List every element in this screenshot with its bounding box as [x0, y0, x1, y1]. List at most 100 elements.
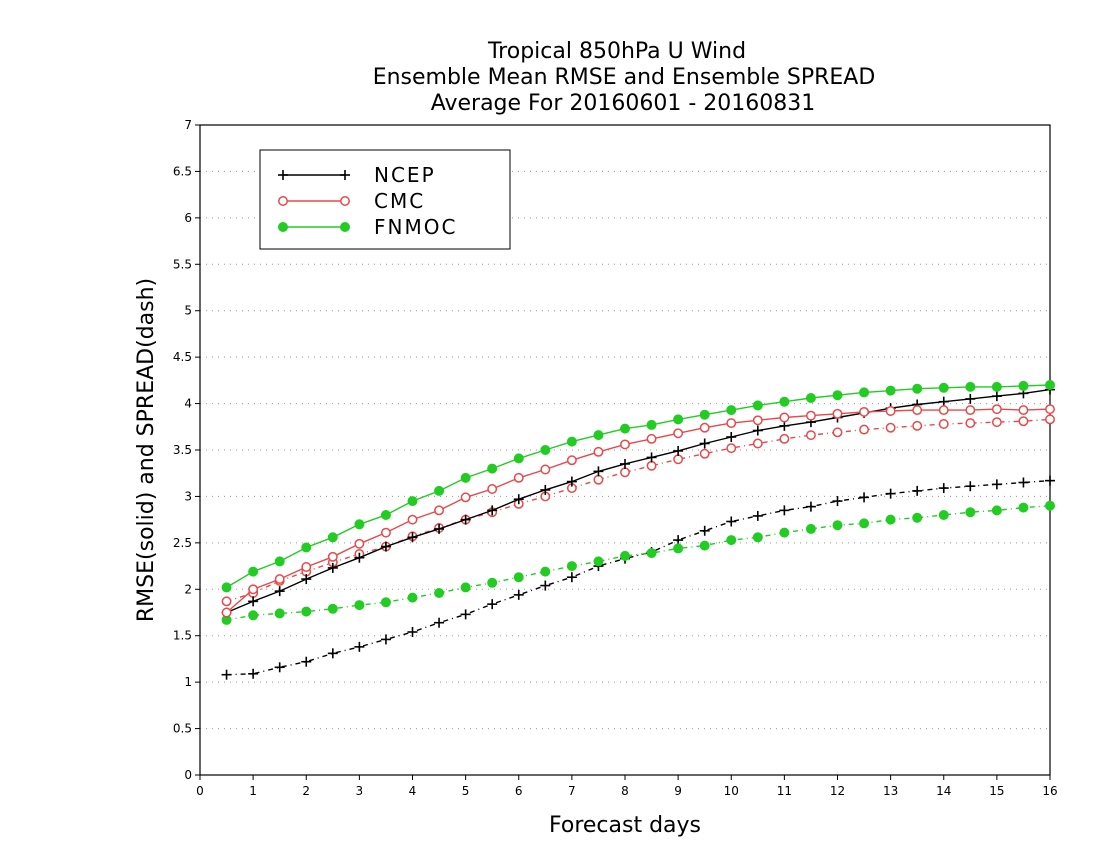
fnmoc-spread-line — [226, 505, 1051, 621]
cmc-rmse-point — [673, 428, 684, 439]
fnmoc-spread-point — [832, 520, 843, 531]
title-line-3: Average For 20160601 - 20160831 — [431, 91, 816, 116]
series-layer — [221, 380, 1055, 680]
ncep-spread-line — [226, 479, 1051, 676]
x-tick-label: 5 — [462, 784, 470, 798]
legend-marker — [340, 170, 350, 180]
fnmoc-rmse-point — [1018, 380, 1029, 391]
fnmoc-rmse-point — [540, 445, 551, 455]
cmc-rmse-point — [487, 484, 498, 494]
x-tick-label: 8 — [621, 784, 629, 798]
legend-label: NCEP — [374, 163, 436, 187]
y-tick-label: 2.5 — [173, 536, 192, 550]
fnmoc-rmse-point — [726, 405, 737, 416]
fnmoc-rmse-point — [434, 485, 445, 496]
ncep-spread-point — [832, 496, 843, 507]
fnmoc-rmse-point — [301, 542, 312, 553]
ncep-rmse-point — [301, 574, 312, 585]
fnmoc-rmse-point — [380, 510, 391, 520]
ncep-spread-point — [965, 481, 976, 492]
cmc-spread-point — [752, 438, 763, 449]
cmc-rmse-point — [991, 404, 1002, 415]
ncep-spread-point — [354, 641, 365, 652]
y-axis: 0 0.5 1 1.5 2 2.5 3 3.5 4 4.5 5 5.5 6 6.5 7 — [173, 118, 200, 782]
cmc-rmse-point — [248, 584, 259, 595]
cmc-spread-line — [226, 418, 1051, 603]
fnmoc-spread-point — [248, 610, 259, 621]
x-tick-label: 9 — [674, 784, 682, 798]
x-tick-label: 3 — [356, 784, 364, 798]
cmc-rmse-line — [226, 408, 1051, 614]
cmc-rmse-point — [540, 464, 551, 475]
ncep-spread-point — [566, 572, 577, 583]
fnmoc-spread-point — [859, 518, 870, 529]
fnmoc-spread-point — [513, 572, 524, 583]
fnmoc-rmse-point — [805, 393, 816, 403]
cmc-spread-point — [805, 430, 816, 441]
ncep-rmse-point — [566, 476, 577, 487]
x-tick-label: 1 — [249, 784, 257, 798]
cmc-rmse-point — [805, 410, 816, 421]
fnmoc-rmse-point — [991, 381, 1002, 392]
cmc-rmse-point — [832, 408, 843, 419]
cmc-rmse-point — [566, 455, 577, 466]
fnmoc-rmse-point — [566, 436, 577, 447]
cmc-rmse-point — [779, 412, 790, 423]
x-tick-label: 7 — [568, 784, 576, 798]
ncep-rmse-point — [620, 458, 630, 469]
cmc-rmse-point — [965, 405, 976, 416]
ncep-spread-point — [221, 669, 232, 680]
fnmoc-rmse-point — [938, 382, 949, 393]
ncep-rmse-point — [726, 432, 737, 442]
ncep-spread-point — [513, 589, 524, 600]
fnmoc-rmse-point — [221, 582, 232, 593]
cmc-rmse-point — [620, 439, 630, 450]
x-axis-label: Forecast days — [549, 813, 701, 838]
ncep-rmse-point — [487, 505, 498, 516]
ncep-rmse-point — [460, 514, 471, 525]
ncep-spread-point — [487, 599, 498, 610]
cmc-spread-point — [646, 460, 657, 471]
cmc-spread-point — [1018, 416, 1029, 427]
cmc-rmse-point — [434, 505, 445, 516]
ncep-spread-point — [434, 617, 445, 628]
fnmoc-spread-point — [487, 577, 498, 588]
ncep-spread-point — [460, 609, 471, 620]
ncep-spread-point — [301, 656, 312, 667]
fnmoc-rmse-point — [779, 396, 790, 407]
x-axis: 0 1 2 3 4 5 6 7 8 9 10 11 12 13 14 15 16 — [196, 775, 1058, 798]
fnmoc-spread-point — [805, 523, 816, 534]
fnmoc-spread-point — [620, 550, 630, 561]
fnmoc-rmse-point — [407, 496, 418, 507]
fnmoc-spread-point — [938, 510, 949, 520]
ncep-spread-point — [1018, 477, 1029, 488]
ncep-spread-point — [407, 627, 418, 637]
ncep-rmse-point — [673, 445, 684, 456]
ncep-spread-point — [673, 535, 684, 546]
ncep-rmse-point — [327, 562, 338, 573]
fnmoc-spread-point — [752, 532, 763, 543]
ncep-rmse-line — [226, 388, 1051, 614]
ncep-rmse-series — [221, 384, 1055, 618]
legend-item-cmc: CMC — [278, 189, 425, 213]
ncep-rmse-point — [248, 596, 259, 607]
fnmoc-spread-point — [566, 561, 577, 572]
fnmoc-rmse-point — [274, 556, 285, 567]
x-tick-label: 15 — [989, 784, 1004, 798]
cmc-spread-point — [938, 419, 949, 429]
fnmoc-rmse-point — [248, 566, 259, 577]
fnmoc-spread-point — [540, 566, 551, 577]
ncep-rmse-point — [646, 452, 657, 463]
cmc-rmse-point — [221, 607, 232, 618]
legend-label: CMC — [374, 189, 425, 213]
ncep-rmse-point — [513, 494, 524, 505]
ncep-spread-point — [912, 485, 923, 496]
title-line-1: Tropical 850hPa U Wind — [487, 39, 746, 64]
fnmoc-rmse-point — [327, 532, 338, 543]
ncep-rmse-point — [407, 532, 418, 543]
cmc-rmse-point — [726, 418, 737, 429]
x-tick-label: 0 — [196, 784, 204, 798]
ncep-spread-point — [859, 492, 870, 503]
